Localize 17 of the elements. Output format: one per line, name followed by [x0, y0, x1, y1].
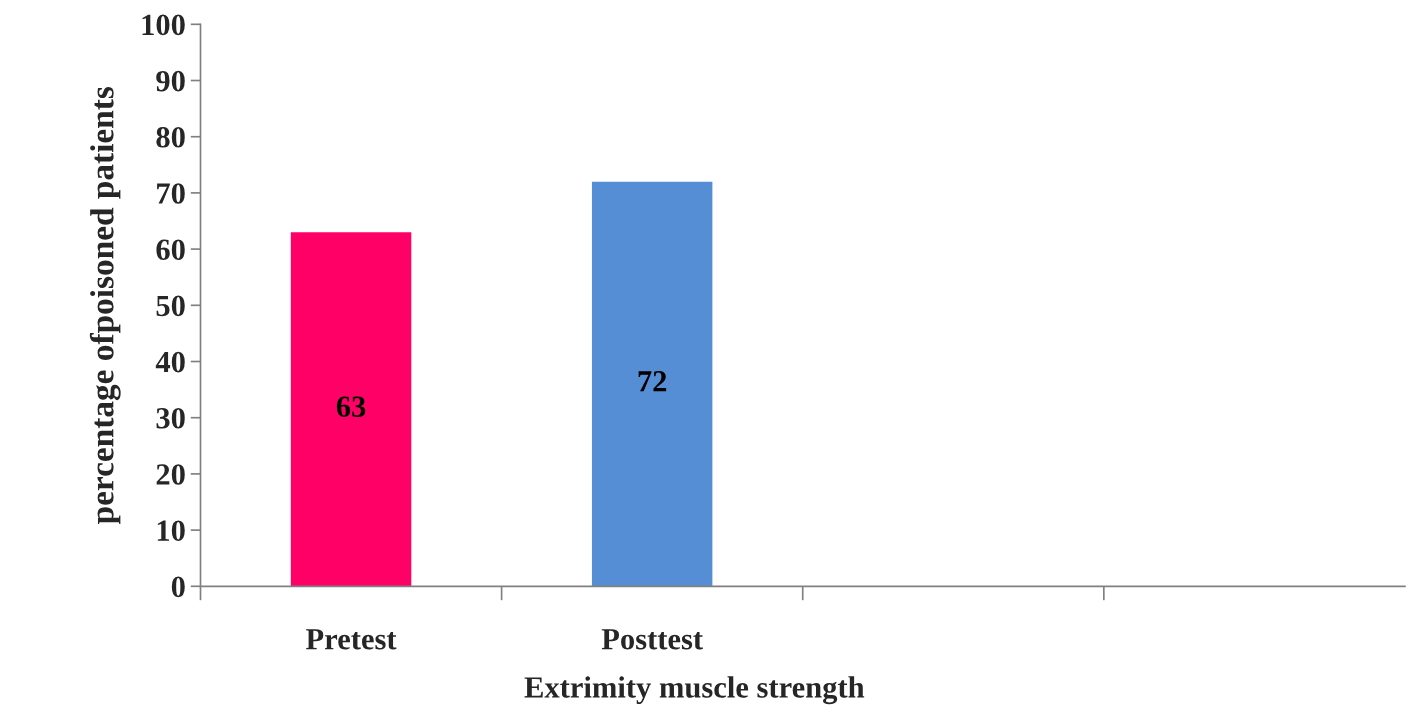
x-axis-title: Extrimity muscle strength [524, 676, 865, 705]
y-tick-label: 90 [156, 70, 185, 92]
x-tick-label: Posttest [601, 629, 703, 650]
y-tick-label: 10 [157, 520, 185, 541]
y-tick-label: 80 [156, 126, 185, 148]
y-axis-title: percentage ofpoisoned patients [89, 86, 121, 525]
data-label: 72 [638, 371, 667, 392]
y-tick-label: 20 [156, 464, 185, 485]
data-label: 63 [336, 396, 366, 417]
y-tick-label: 100 [142, 14, 185, 36]
y-tick-label: 70 [157, 183, 185, 204]
y-tick-label: 60 [156, 239, 185, 261]
y-tick-label: 30 [156, 407, 185, 429]
x-tick-label: Pretest [306, 629, 397, 650]
y-tick-label: 0 [171, 576, 185, 598]
y-tick-label: 50 [156, 295, 185, 317]
y-tick-label: 40 [155, 351, 185, 373]
